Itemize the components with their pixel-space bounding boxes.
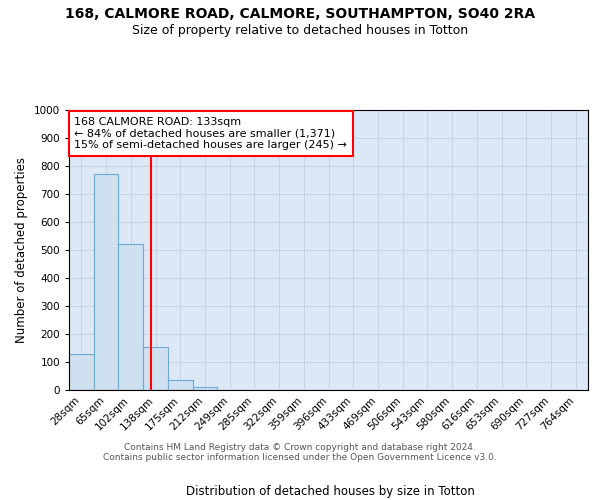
Text: 168 CALMORE ROAD: 133sqm
← 84% of detached houses are smaller (1,371)
15% of sem: 168 CALMORE ROAD: 133sqm ← 84% of detach… <box>74 117 347 150</box>
Bar <box>168 380 193 390</box>
Bar <box>69 354 94 390</box>
Text: Size of property relative to detached houses in Totton: Size of property relative to detached ho… <box>132 24 468 37</box>
Bar <box>94 174 118 390</box>
Text: Distribution of detached houses by size in Totton: Distribution of detached houses by size … <box>185 484 475 498</box>
Text: 168, CALMORE ROAD, CALMORE, SOUTHAMPTON, SO40 2RA: 168, CALMORE ROAD, CALMORE, SOUTHAMPTON,… <box>65 8 535 22</box>
Bar <box>143 346 168 390</box>
Text: Contains HM Land Registry data © Crown copyright and database right 2024.
Contai: Contains HM Land Registry data © Crown c… <box>103 442 497 462</box>
Bar <box>118 244 143 390</box>
Bar <box>193 387 217 390</box>
Y-axis label: Number of detached properties: Number of detached properties <box>15 157 28 343</box>
